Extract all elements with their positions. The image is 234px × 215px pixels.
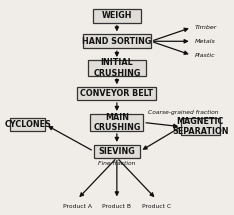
Text: Product A: Product A: [63, 204, 92, 209]
FancyBboxPatch shape: [91, 114, 143, 131]
Text: Fine fraction: Fine fraction: [98, 161, 135, 166]
Text: SIEVING: SIEVING: [99, 147, 135, 156]
Text: CONVEYOR BELT: CONVEYOR BELT: [80, 89, 153, 98]
Text: Timber: Timber: [195, 25, 217, 30]
Text: Product C: Product C: [142, 204, 171, 209]
FancyBboxPatch shape: [88, 60, 146, 76]
Text: Coarse-grained fraction: Coarse-grained fraction: [148, 110, 218, 115]
Text: HAND SORTING: HAND SORTING: [82, 37, 152, 46]
Text: MAIN
CRUSHING: MAIN CRUSHING: [93, 113, 141, 132]
FancyBboxPatch shape: [93, 9, 141, 23]
Text: MAGNETIC
SEPARATION: MAGNETIC SEPARATION: [172, 117, 229, 137]
FancyBboxPatch shape: [181, 118, 220, 135]
Text: Product B: Product B: [102, 204, 131, 209]
FancyBboxPatch shape: [10, 118, 45, 131]
Text: Metals: Metals: [195, 39, 216, 44]
Text: Plastic: Plastic: [195, 53, 216, 58]
Text: CYCLONES: CYCLONES: [4, 120, 51, 129]
FancyBboxPatch shape: [77, 87, 157, 100]
FancyBboxPatch shape: [83, 34, 151, 48]
Text: INITIAL
CRUSHING: INITIAL CRUSHING: [93, 58, 141, 78]
Text: WEIGH: WEIGH: [102, 11, 132, 20]
FancyBboxPatch shape: [94, 145, 140, 158]
